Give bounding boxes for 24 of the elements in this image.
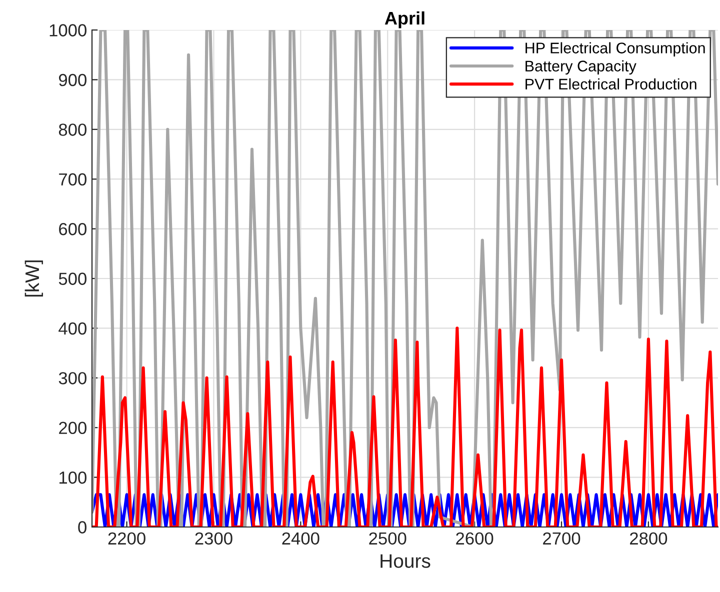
y-axis-title: [kW] — [24, 260, 43, 297]
y-tick-label: 200 — [59, 422, 86, 434]
x-tick-label: 2200 — [108, 532, 146, 545]
legend-label: HP Electrical Consumption — [526, 42, 705, 56]
x-axis-title: Hours — [380, 554, 430, 568]
y-tick-label: 0 — [78, 521, 86, 534]
x-tick-label: 2700 — [543, 532, 580, 545]
y-tick-label: 600 — [59, 222, 86, 236]
y-tick-label: 500 — [58, 272, 86, 285]
x-tick-label: 2400 — [282, 532, 320, 545]
y-tick-label: 300 — [58, 372, 86, 384]
y-tick-label: 100 — [60, 471, 86, 484]
x-tick-label: 2600 — [456, 532, 494, 545]
y-tick-label: 400 — [58, 322, 86, 335]
x-tick-label: 2800 — [630, 532, 668, 545]
legend-label: Battery Capacity — [526, 60, 636, 75]
chart-title: April — [384, 11, 424, 28]
y-tick-label: 1000 — [50, 24, 86, 36]
x-tick-label: 2500 — [369, 532, 406, 545]
y-tick-label: 900 — [58, 74, 86, 86]
y-tick-label: 700 — [59, 173, 86, 186]
y-tick-label: 800 — [58, 124, 86, 136]
x-tick-label: 2300 — [195, 532, 232, 545]
legend-label: PVT Electrical Production — [526, 78, 696, 90]
